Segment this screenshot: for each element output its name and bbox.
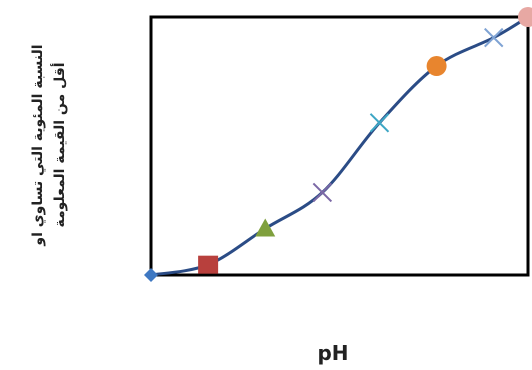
series-line — [150, 15, 529, 277]
data-point-diamond — [144, 268, 158, 282]
y-axis-label: النسبة المئوية التي تساوي او أقل من القي… — [30, 44, 68, 246]
data-point-x — [312, 182, 333, 203]
data-point-circle — [426, 56, 447, 77]
y-axis-label-line-1: النسبة المئوية التي تساوي او — [30, 44, 47, 246]
data-point-x — [484, 27, 504, 48]
y-axis-label-line-2: أقل من القيمة المعلومة — [50, 62, 68, 227]
x-axis-label: pH — [317, 341, 348, 365]
data-point-circle — [518, 7, 532, 27]
plot-area-frame — [149, 15, 530, 277]
data-point-triangle — [255, 218, 276, 237]
data-point-x — [369, 113, 390, 133]
marker-layer — [144, 7, 532, 282]
data-point-square — [198, 255, 219, 274]
series-layer — [150, 15, 529, 277]
